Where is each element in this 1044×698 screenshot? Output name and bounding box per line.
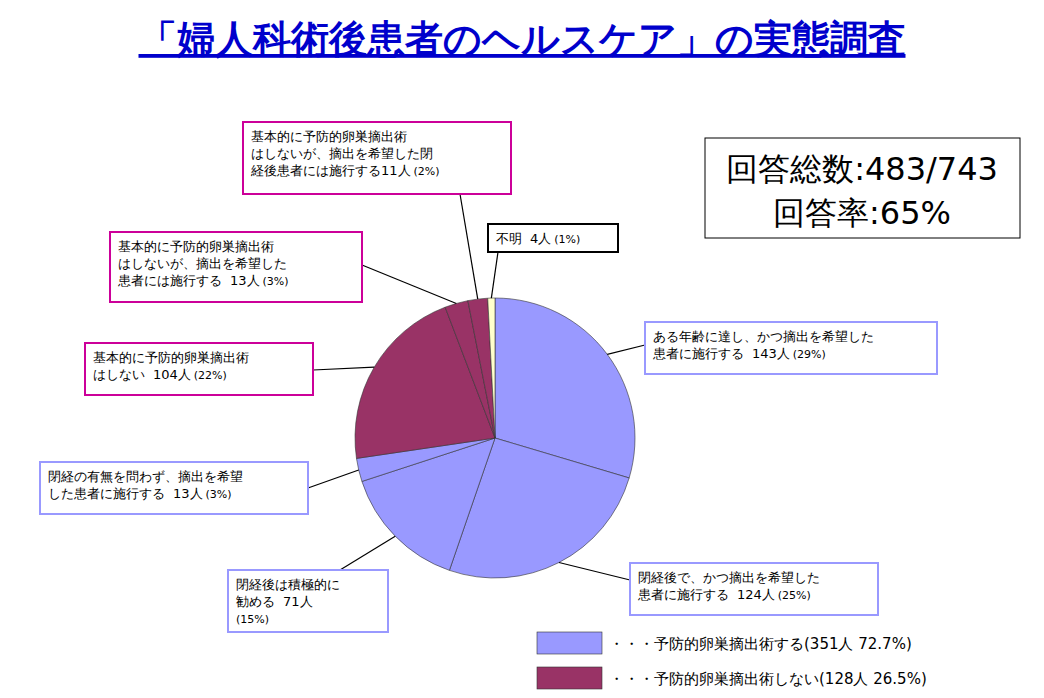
percent-label: (15%): [236, 613, 269, 626]
category-label: 閉経の有無を問わず、摘出を希望: [48, 469, 243, 484]
legend-swatch: [537, 667, 602, 689]
chart-svg: 「婦人科術後患者のヘルスケア」の実態調査回答総数:483/743回答率:65%あ…: [0, 0, 1044, 698]
data-label: 不明 4人(1%): [496, 231, 580, 246]
value-label: 13人: [230, 273, 260, 288]
leader-line: [308, 470, 359, 488]
annotation: 回答総数:483/743: [726, 150, 998, 188]
pie-slice: [468, 298, 495, 438]
percent-label: (3%): [263, 275, 289, 288]
chart-container: 「婦人科術後患者のヘルスケア」の実態調査回答総数:483/743回答率:65%あ…: [0, 0, 1044, 698]
category-label: ある年齢に達し、かつ摘出を希望した: [653, 329, 874, 344]
category-label: 患者には施行する: [117, 273, 222, 288]
data-label: 閉経の有無を問わず、摘出を希望した患者に施行する 13人(3%): [48, 469, 243, 501]
category-label: 基本的に予防的卵巣摘出術: [93, 350, 249, 365]
annotation: 回答率:65%: [773, 194, 951, 232]
category-label: 不明: [496, 231, 522, 246]
category-label: はしないが、摘出を希望した: [118, 256, 287, 271]
percent-label: (25%): [778, 589, 811, 602]
data-label: 閉経後で、かつ摘出を希望した患者に施行する 124人(25%): [637, 570, 820, 602]
annotation-box: 回答総数:483/743 回答率:65%: [705, 138, 1020, 238]
value-label: 143人: [752, 346, 790, 361]
category-label: 患者に施行する: [637, 587, 729, 602]
category-label: 基本的に予防的卵巣摘出術: [251, 129, 407, 144]
pie: [355, 298, 635, 578]
label-box: [488, 224, 618, 252]
label-box: [228, 570, 388, 632]
percent-label: (2%): [414, 165, 440, 178]
category-label: はしないが、摘出を希望した閉: [251, 146, 433, 161]
category-label: 勧める: [236, 594, 275, 609]
value-label: 11人: [381, 163, 411, 178]
category-label: 経後患者には施行する: [250, 163, 381, 178]
data-label: 基本的に予防的卵巣摘出術はしないが、摘出を希望した患者には施行する 13人(3%): [117, 239, 289, 288]
percent-label: (3%): [206, 488, 232, 501]
data-labels: ある年齢に達し、かつ摘出を希望した患者に施行する143人(29%)閉経後で、かつ…: [40, 122, 937, 632]
category-label: はしない: [93, 367, 145, 382]
category-label: 閉経後で、かつ摘出を希望した: [638, 570, 820, 585]
label-box: [85, 343, 313, 395]
legend: ・・・予防的卵巣摘出術する(351人 72.7%) ・・・予防的卵巣摘出術しない(…: [537, 632, 927, 689]
leader-line: [460, 194, 478, 299]
legend-label: ・・・予防的卵巣摘出術しない(128人 26.5%): [609, 670, 927, 688]
legend-swatch: [537, 632, 602, 654]
value-label: 124人: [737, 587, 775, 602]
value-label: 104人: [153, 367, 191, 382]
leader-line: [340, 536, 395, 570]
category-label: 基本的に予防的卵巣摘出術: [118, 239, 274, 254]
label-box: [110, 232, 362, 302]
pie-slice: [488, 298, 495, 438]
value-label: 71人: [283, 594, 313, 609]
title: 「婦人科術後患者のヘルスケア」の実態調査: [139, 17, 906, 61]
category-label: 閉経後は積極的に: [236, 577, 340, 592]
data-label: ある年齢に達し、かつ摘出を希望した患者に施行する 143人(29%): [652, 329, 874, 361]
leader-line: [491, 252, 498, 298]
label-box: [645, 322, 937, 374]
category-label: 患者に施行する: [652, 346, 744, 361]
annotation-frame: [705, 138, 1020, 238]
data-label: 基本的に予防的卵巣摘出術はしない 104人(22%): [93, 350, 249, 382]
label-box: [630, 563, 878, 615]
percent-label: (29%): [793, 348, 826, 361]
leader-line: [607, 345, 645, 354]
value-label: 13人: [173, 486, 203, 501]
label-box: [40, 462, 308, 514]
leader-line: [559, 563, 630, 580]
leader-line: [313, 367, 374, 370]
category-label: した患者に施行する: [48, 486, 165, 501]
value-label: 4人: [530, 231, 551, 246]
label-box: [243, 122, 511, 194]
percent-label: (22%): [194, 369, 227, 382]
data-label: 基本的に予防的卵巣摘出術はしないが、摘出を希望した閉経後患者には施行する11人(…: [250, 129, 440, 178]
legend-label: ・・・予防的卵巣摘出術する(351人 72.7%): [609, 635, 912, 653]
leader-line: [362, 265, 456, 303]
data-label: 閉経後は積極的に勧める 71人 (15%): [236, 577, 340, 626]
percent-label: (1%): [554, 233, 580, 246]
